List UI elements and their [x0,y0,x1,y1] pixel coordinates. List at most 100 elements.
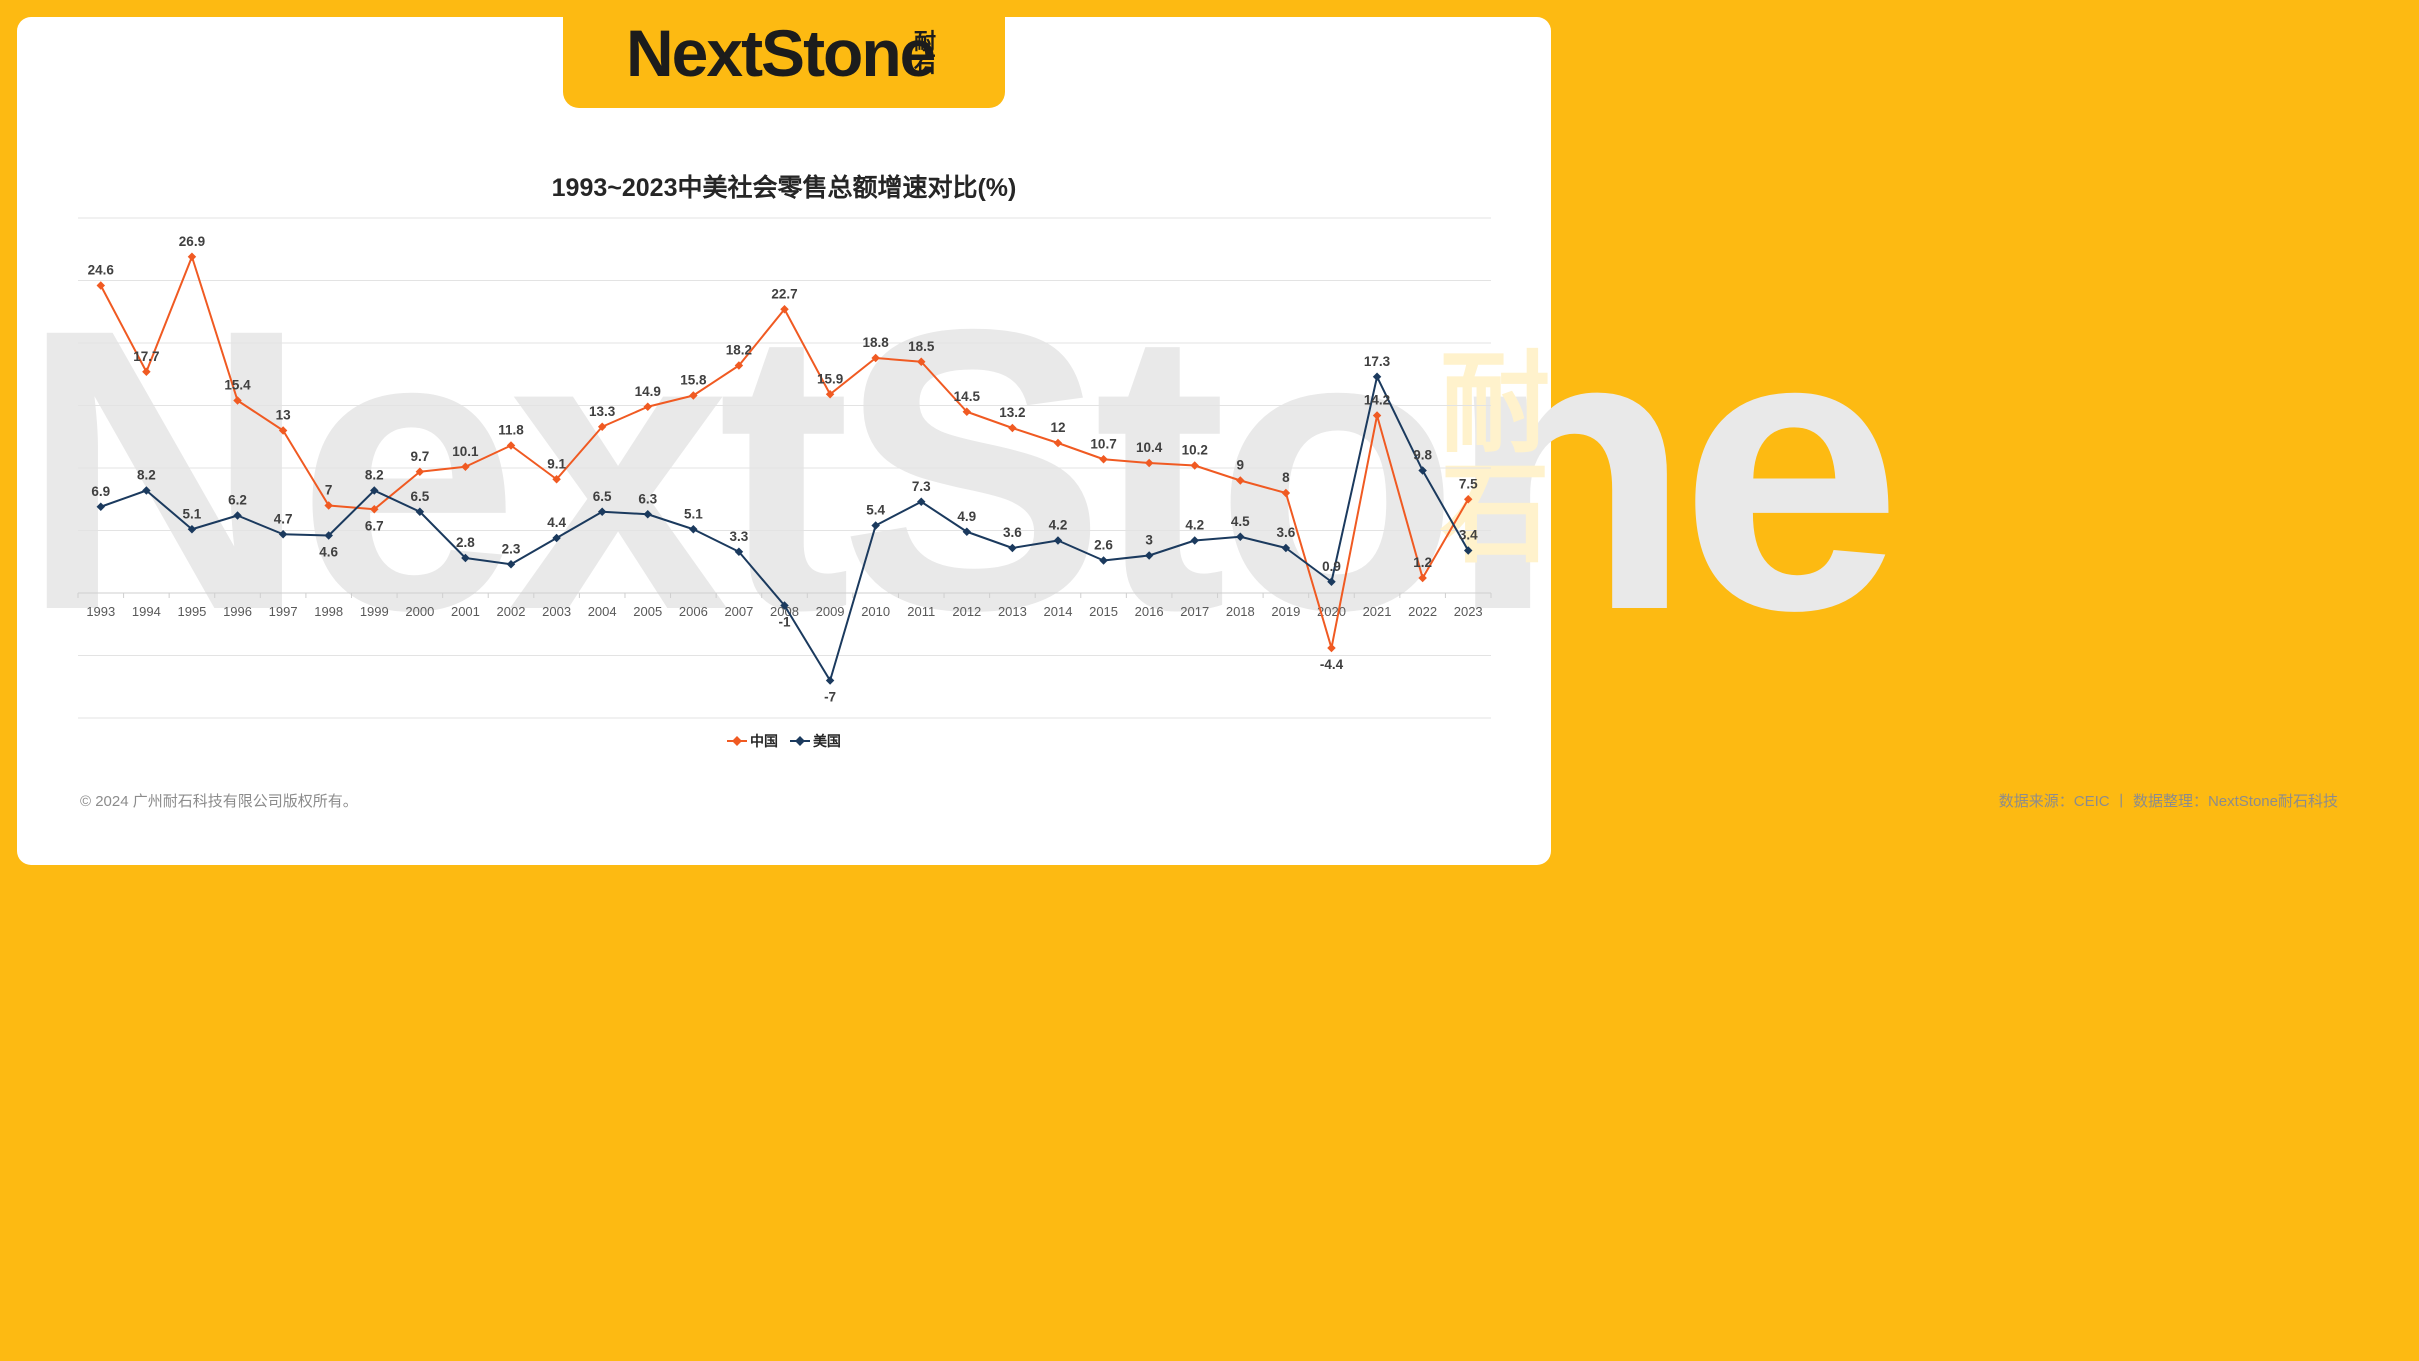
data-point [689,525,698,534]
x-tick-label: 2015 [1089,604,1118,619]
data-point [415,507,425,516]
data-label: 4.2 [1185,518,1204,533]
data-label: 4.5 [1231,514,1250,529]
data-point [187,252,197,261]
x-tick-label: 2001 [451,604,480,619]
data-label: 14.2 [1364,393,1390,408]
data-label: 26.9 [179,234,205,249]
main-card [17,17,1551,865]
line-chart: 1993 1994 1995 1996 1997 1998 1999 2000 2001 2002… [77,217,1492,719]
data-label: 10.7 [1090,436,1116,451]
x-tick-label: 2005 [633,604,662,619]
data-point [1190,461,1199,470]
data-label: -7 [824,690,836,705]
data-label: 22.7 [771,286,797,301]
data-label: 9.8 [1413,448,1432,463]
data-label: 17.3 [1364,354,1391,369]
data-label: 13.2 [999,405,1025,420]
x-tick-label: 2017 [1180,604,1209,619]
data-label: 3.4 [1459,528,1478,543]
data-point [1281,488,1291,498]
x-tick-label: 2008 [770,604,799,619]
data-point [142,486,151,495]
data-label: 4.7 [274,511,293,526]
data-point [370,505,379,514]
data-label: 10.1 [452,444,479,459]
data-label: 6.5 [410,489,429,504]
logo-cn: 耐石 [914,29,937,78]
data-label: 10.2 [1182,443,1208,458]
data-label: -4.4 [1320,657,1344,672]
data-point [278,426,288,435]
x-tick-label: 2007 [724,604,753,619]
data-point [324,531,333,540]
data-point [1418,573,1427,583]
data-label: 5.4 [866,503,885,518]
data-label: 6.3 [638,491,657,506]
x-tick-label: 2016 [1135,604,1164,619]
data-label: 14.9 [635,384,661,399]
data-point [916,497,926,506]
series-line [100,375,1470,682]
data-point [1418,466,1427,475]
data-point [96,502,106,511]
x-tick-label: 2023 [1454,604,1483,619]
x-tick-label: 2009 [816,604,845,619]
legend-label-usa: 美国 [812,733,841,749]
data-label: 24.6 [88,263,115,278]
data-point [780,601,789,610]
data-label: 7 [325,483,333,498]
legend-item-usa[interactable]: 美国 [789,731,841,751]
data-point [1327,577,1336,586]
x-tick-label: 2021 [1363,604,1392,619]
data-label: 8.2 [365,468,384,483]
data-point [1008,543,1017,553]
data-label: 4.4 [547,515,566,530]
x-tick-label: 2022 [1408,604,1437,619]
legend-label-china: 中国 [750,733,779,749]
data-label: 4.6 [319,545,338,560]
data-point [1144,551,1154,560]
data-point [1327,643,1336,653]
data-label: 3.6 [1276,525,1295,540]
x-tick-label: 2014 [1044,604,1073,619]
data-point [506,560,516,569]
data-point [643,510,653,519]
logo: NextStone [626,16,936,90]
data-point [1372,372,1382,381]
legend-item-china[interactable]: 中国 [727,731,778,751]
data-point [415,467,425,476]
data-label: 15.4 [224,378,251,393]
data-point [1099,556,1108,565]
data-label: 7.3 [912,479,931,494]
data-point [1236,532,1245,541]
data-label: 6.9 [91,484,110,499]
x-tick-label: 2011 [907,604,935,619]
data-point [233,511,242,520]
data-label: 8 [1282,470,1290,485]
data-point [506,441,516,450]
x-tick-label: 1994 [132,604,161,619]
data-label: 15.9 [817,371,843,386]
data-point [1053,536,1063,545]
x-tick-label: 2000 [405,604,434,619]
data-point [689,391,698,400]
data-point [1372,411,1382,420]
data-label: 9.1 [547,456,566,471]
data-label: 15.8 [680,373,707,388]
data-label: 1.2 [1413,555,1432,570]
data-point [370,486,379,495]
data-point [142,367,151,376]
x-tick-label: 2010 [861,604,890,619]
data-label: 2.8 [456,535,475,550]
data-point [1463,546,1473,555]
data-label: 6.5 [593,489,612,504]
x-tick-label: 1998 [314,604,343,619]
data-label: 9.7 [410,449,429,464]
data-point [278,530,288,539]
legend-marker-usa [789,736,810,746]
data-label: 5.1 [183,506,202,521]
x-tick-label: 1997 [269,604,298,619]
data-point [962,527,972,536]
data-point [461,553,470,563]
